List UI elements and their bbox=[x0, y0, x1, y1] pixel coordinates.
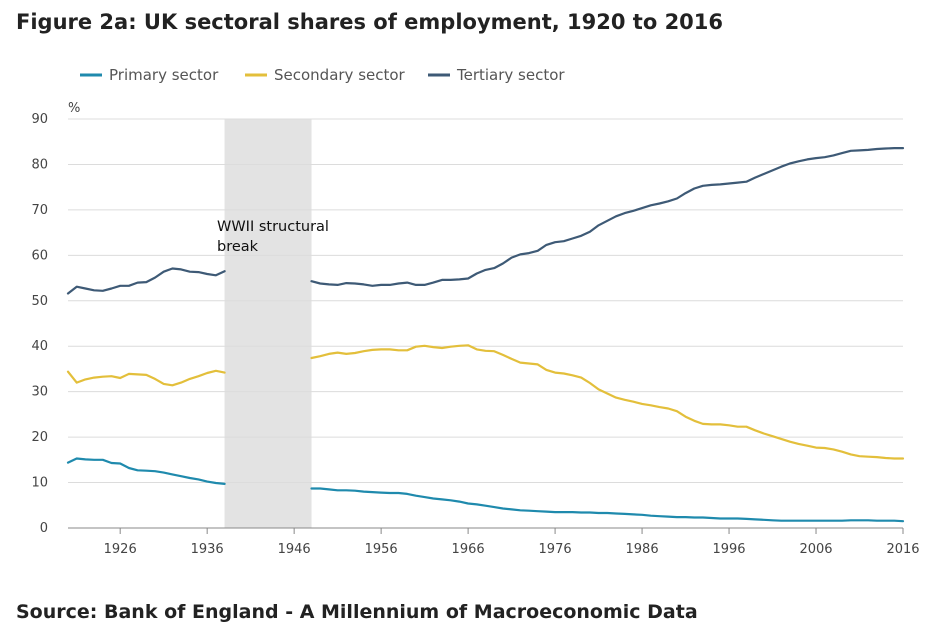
series-line-tertiary-sector bbox=[66, 267, 226, 295]
y-tick-label: 90 bbox=[31, 112, 48, 127]
x-tick-label: 2006 bbox=[799, 542, 832, 557]
legend: Primary sector Secondary sector Tertiary s… bbox=[80, 66, 565, 84]
series-line-primary-sector bbox=[66, 457, 226, 485]
y-tick-label: 50 bbox=[31, 294, 48, 309]
series-lines bbox=[66, 147, 905, 523]
y-tick-label: 0 bbox=[40, 521, 48, 536]
x-tick-label: 1946 bbox=[278, 542, 311, 557]
series-line-tertiary-sector bbox=[310, 147, 905, 287]
series-line-primary-sector bbox=[310, 487, 905, 523]
y-axis: 0 10 20 30 40 50 60 70 80 90% bbox=[31, 101, 80, 536]
y-tick-label: 60 bbox=[31, 248, 48, 263]
y-tick-label: 40 bbox=[31, 339, 48, 354]
legend-label: Secondary sector bbox=[274, 66, 406, 84]
wwii-annotation-line2: break bbox=[217, 239, 259, 255]
x-tick-label: 1986 bbox=[626, 542, 659, 557]
series-line-secondary-sector bbox=[66, 369, 226, 387]
x-tick-label: 1926 bbox=[104, 542, 137, 557]
x-tick-label: 1966 bbox=[452, 542, 485, 557]
source-note: Source: Bank of England - A Millennium o… bbox=[16, 601, 698, 623]
series-line-secondary-sector bbox=[310, 344, 905, 460]
x-tick-label: 1936 bbox=[191, 542, 224, 557]
legend-label: Primary sector bbox=[109, 66, 219, 84]
x-tick-label: 2016 bbox=[886, 542, 919, 557]
legend-label: Tertiary sector bbox=[456, 66, 565, 84]
y-tick-label: 30 bbox=[31, 385, 48, 400]
annotation-layer: WWII structural break bbox=[217, 219, 329, 255]
gridlines bbox=[68, 118, 903, 484]
y-tick-label: 80 bbox=[31, 157, 48, 172]
wwii-shaded-band bbox=[224, 119, 312, 528]
chart-title: Figure 2a: UK sectoral shares of employm… bbox=[16, 10, 724, 34]
x-tick-label: 1976 bbox=[539, 542, 572, 557]
y-tick-label: 20 bbox=[31, 430, 48, 445]
y-tick-label: 70 bbox=[31, 203, 48, 218]
x-tick-label: 1956 bbox=[365, 542, 398, 557]
y-axis-unit-label: % bbox=[68, 101, 80, 116]
y-tick-label: 10 bbox=[31, 476, 48, 491]
x-tick-label: 1996 bbox=[712, 542, 745, 557]
shaded-region-layer bbox=[224, 119, 312, 528]
wwii-annotation-line1: WWII structural bbox=[217, 219, 329, 235]
line-chart: 1926 1936 1946 1956 1966 1976 1986 1996 2006 2016… bbox=[31, 66, 920, 557]
x-axis: 1926 1936 1946 1956 1966 1976 1986 1996 2006 2016 bbox=[68, 527, 920, 557]
